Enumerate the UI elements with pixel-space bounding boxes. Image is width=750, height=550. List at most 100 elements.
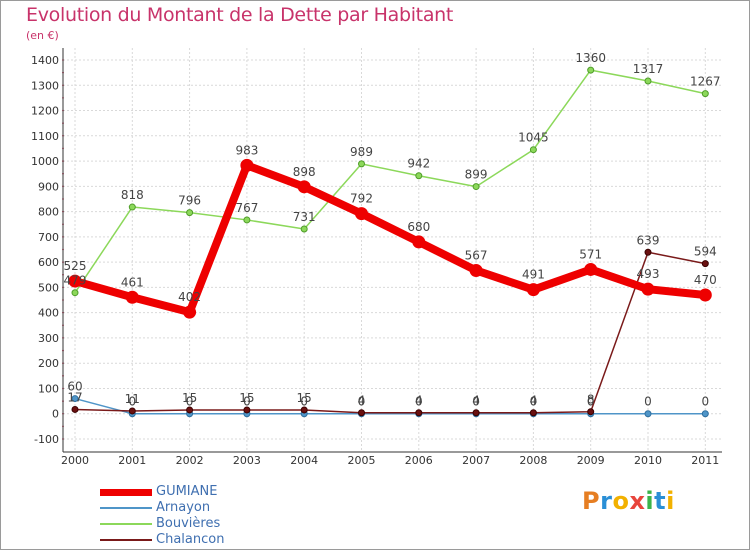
y-tick-label: 1400 bbox=[31, 54, 59, 67]
legend-swatch bbox=[100, 489, 152, 496]
data-point-2 bbox=[587, 66, 595, 74]
data-label-2: 479 bbox=[64, 274, 87, 288]
data-label-0: 491 bbox=[522, 268, 545, 282]
data-point-3 bbox=[243, 406, 251, 414]
data-point-0 bbox=[698, 288, 712, 302]
data-point-3 bbox=[186, 406, 194, 414]
chart-title: Evolution du Montant de la Dette par Hab… bbox=[26, 4, 454, 26]
data-label-1: 0 bbox=[644, 395, 652, 409]
data-label-1: 0 bbox=[587, 395, 595, 409]
data-label-2: 731 bbox=[293, 210, 316, 224]
data-point-3 bbox=[701, 260, 709, 268]
data-point-0 bbox=[125, 290, 139, 304]
data-point-3 bbox=[128, 407, 136, 415]
data-label-1: 0 bbox=[472, 395, 480, 409]
y-tick-label: 200 bbox=[38, 357, 59, 370]
data-label-2: 1360 bbox=[575, 51, 606, 65]
y-tick-label: 1200 bbox=[31, 105, 59, 118]
legend-swatch bbox=[100, 539, 152, 541]
data-point-0 bbox=[584, 262, 598, 276]
data-label-1: 0 bbox=[243, 395, 251, 409]
data-label-3: 17 bbox=[67, 390, 82, 404]
series-line-0 bbox=[71, 161, 710, 317]
data-label-0: 402 bbox=[178, 290, 201, 304]
data-point-2 bbox=[644, 77, 652, 85]
data-label-2: 1317 bbox=[633, 62, 664, 76]
data-label-3: 4 bbox=[530, 394, 538, 408]
x-tick-label: 2011 bbox=[691, 454, 719, 467]
x-tick-label: 2001 bbox=[118, 454, 146, 467]
data-label-0: 470 bbox=[694, 273, 717, 287]
series-line-3 bbox=[74, 251, 707, 414]
data-point-1 bbox=[71, 395, 79, 403]
data-label-0: 898 bbox=[293, 165, 316, 179]
x-tick-label: 2002 bbox=[176, 454, 204, 467]
data-point-3 bbox=[472, 409, 480, 417]
legend-label: Bouvières bbox=[156, 516, 221, 531]
data-point-3 bbox=[358, 409, 365, 417]
data-label-0: 461 bbox=[121, 275, 144, 289]
y-tick-label: 1000 bbox=[31, 155, 59, 168]
data-label-0: 571 bbox=[579, 247, 602, 261]
data-label-3: 11 bbox=[125, 392, 140, 406]
data-label-1: 0 bbox=[300, 395, 308, 409]
data-label-1: 0 bbox=[186, 395, 194, 409]
series-line-1 bbox=[74, 397, 707, 415]
data-point-2 bbox=[243, 216, 251, 224]
data-point-0 bbox=[68, 274, 82, 288]
legend-label: Chalancon bbox=[156, 532, 225, 547]
y-tick-label: 0 bbox=[52, 408, 59, 421]
y-tick-label: 1100 bbox=[31, 130, 59, 143]
legend-swatch bbox=[100, 523, 152, 525]
data-label-3: 4 bbox=[358, 394, 366, 408]
y-tick-label: 1300 bbox=[31, 79, 59, 92]
data-point-3 bbox=[644, 248, 652, 256]
x-tick-label: 2006 bbox=[405, 454, 433, 467]
data-label-3: 4 bbox=[415, 394, 423, 408]
data-label-2: 1267 bbox=[690, 75, 721, 89]
x-tick-label: 2004 bbox=[290, 454, 318, 467]
data-label-0: 792 bbox=[350, 192, 373, 206]
y-tick-label: 500 bbox=[38, 281, 59, 294]
data-point-2 bbox=[701, 90, 709, 98]
series-line-2 bbox=[74, 69, 707, 294]
data-point-0 bbox=[641, 282, 655, 296]
data-label-3: 4 bbox=[472, 394, 480, 408]
data-label-1: 60 bbox=[67, 380, 82, 394]
x-tick-label: 2010 bbox=[634, 454, 662, 467]
data-point-2 bbox=[300, 225, 308, 233]
data-point-3 bbox=[587, 408, 595, 416]
data-point-0 bbox=[297, 180, 311, 194]
data-point-2 bbox=[128, 203, 136, 211]
data-label-1: 0 bbox=[530, 395, 538, 409]
proxiti-logo: Proxiti bbox=[582, 487, 675, 515]
data-label-1: 0 bbox=[701, 395, 709, 409]
x-tick-label: 2009 bbox=[577, 454, 605, 467]
data-label-0: 493 bbox=[637, 267, 660, 281]
data-label-3: 639 bbox=[637, 233, 660, 247]
data-label-2: 989 bbox=[350, 145, 373, 159]
data-label-2: 796 bbox=[178, 194, 201, 208]
data-label-1: 0 bbox=[415, 395, 423, 409]
legend-swatch bbox=[100, 507, 152, 509]
x-tick-label: 2003 bbox=[233, 454, 261, 467]
data-point-0 bbox=[469, 263, 483, 277]
data-point-2 bbox=[529, 146, 537, 154]
data-label-3: 594 bbox=[694, 245, 717, 259]
data-point-3 bbox=[300, 406, 308, 414]
data-point-0 bbox=[412, 235, 426, 249]
y-tick-label: 400 bbox=[38, 307, 59, 320]
x-tick-label: 2008 bbox=[519, 454, 547, 467]
data-label-2: 767 bbox=[235, 201, 258, 215]
data-label-3: 15 bbox=[239, 391, 254, 405]
plot-area bbox=[63, 48, 722, 452]
data-label-2: 1045 bbox=[518, 131, 549, 145]
y-tick-label: 700 bbox=[38, 231, 59, 244]
legend-label: Arnayon bbox=[156, 500, 211, 515]
data-point-0 bbox=[526, 283, 540, 297]
data-point-0 bbox=[240, 158, 254, 172]
data-point-2 bbox=[415, 172, 423, 180]
data-point-2 bbox=[358, 160, 365, 168]
legend-label: GUMIANE bbox=[156, 484, 218, 499]
data-label-2: 818 bbox=[121, 188, 144, 202]
